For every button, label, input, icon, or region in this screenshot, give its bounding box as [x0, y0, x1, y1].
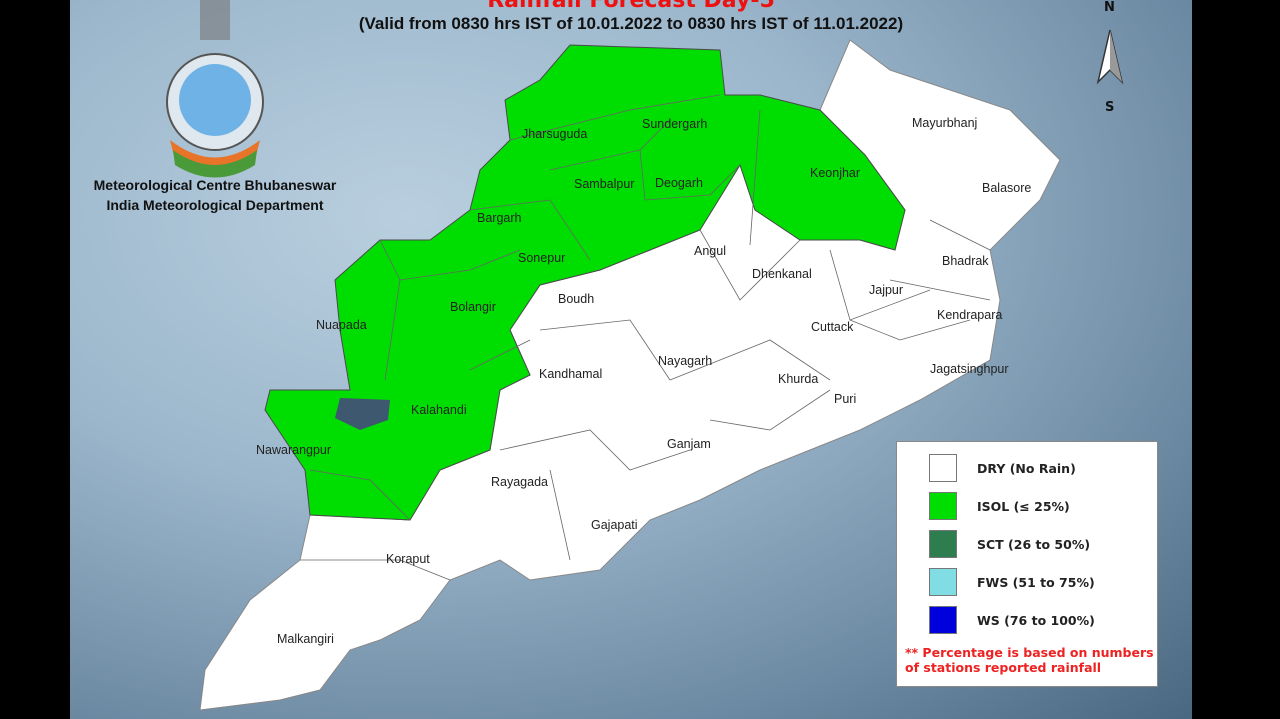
legend-label: DRY (No Rain)	[977, 460, 1076, 476]
district-label: Kendrapara	[937, 308, 1003, 322]
district-label: Nuapada	[316, 318, 367, 332]
district-label: Koraput	[386, 552, 430, 566]
district-label: Gajapati	[591, 518, 638, 532]
legend-swatch	[929, 568, 957, 596]
district-label: Sambalpur	[574, 177, 635, 191]
compass-icon	[1096, 29, 1124, 85]
legend-swatch	[929, 492, 957, 520]
org-name: Meteorological Centre Bhubaneswar	[93, 177, 337, 193]
district-label: Bargarh	[477, 211, 522, 225]
legend-swatch	[929, 530, 957, 558]
district-boundaries	[300, 94, 991, 581]
district-label: Kalahandi	[411, 403, 467, 417]
water-body	[335, 398, 390, 430]
district-label: Keonjhar	[810, 166, 861, 180]
district-label: Bhadrak	[942, 254, 989, 268]
district-label: Mayurbhanj	[912, 116, 978, 130]
district-label: Ganjam	[667, 437, 711, 451]
org-department: India Meteorological Department	[106, 197, 324, 213]
district-label: Sonepur	[518, 251, 566, 265]
district-label: Cuttack	[811, 320, 854, 334]
legend-swatch	[929, 606, 957, 634]
legend-item-isol: ISOL (≤ 25%)	[929, 492, 1070, 520]
district-label: Sundergarh	[642, 117, 708, 131]
legend-swatch	[929, 454, 957, 482]
district-label: Boudh	[558, 292, 595, 306]
legend-note: ** Percentage is based on numbers of sta…	[905, 645, 1154, 675]
legend-item-dry: DRY (No Rain)	[929, 454, 1076, 482]
legend-label: WS (76 to 100%)	[977, 612, 1095, 628]
map-subtitle: (Valid from 0830 hrs IST of 10.01.2022 t…	[358, 14, 904, 33]
district-label: Angul	[694, 244, 726, 258]
district-label: Khurda	[778, 372, 819, 386]
district-label: Nawarangpur	[256, 443, 332, 457]
legend: DRY (No Rain) ISOL (≤ 25%) SCT (26 to 50…	[896, 441, 1158, 687]
legend-label: ISOL (≤ 25%)	[977, 498, 1070, 514]
district-label: Kandhamal	[539, 367, 603, 381]
legend-item-sct: SCT (26 to 50%)	[929, 530, 1090, 558]
compass-north: N	[1104, 0, 1115, 15]
district-label: Rayagada	[491, 475, 548, 489]
map-title: Rainfall Forecast Day-5	[487, 0, 775, 13]
district-label: Balasore	[982, 181, 1032, 195]
legend-label: SCT (26 to 50%)	[977, 536, 1091, 552]
legend-label: FWS (51 to 75%)	[977, 574, 1095, 590]
district-label: Jharsuguda	[522, 127, 588, 141]
legend-item-fws: FWS (51 to 75%)	[929, 568, 1095, 596]
district-label: Jagatsinghpur	[930, 362, 1009, 376]
district-label: Malkangiri	[277, 632, 334, 646]
imd-logo-icon	[166, 0, 264, 178]
compass-south: S	[1105, 100, 1115, 115]
district-label: Deogarh	[655, 176, 703, 190]
isol-region	[264, 44, 906, 521]
map-canvas: Rainfall Forecast Day-5 (Valid from 0830…	[70, 0, 1192, 719]
legend-item-ws: WS (76 to 100%)	[929, 606, 1095, 634]
district-label: Puri	[834, 392, 857, 406]
district-label: Nayagarh	[658, 354, 713, 368]
district-label: Jajpur	[869, 283, 904, 297]
odisha-map	[166, 0, 1124, 711]
district-label: Bolangir	[450, 300, 496, 314]
district-label: Dhenkanal	[752, 267, 812, 281]
